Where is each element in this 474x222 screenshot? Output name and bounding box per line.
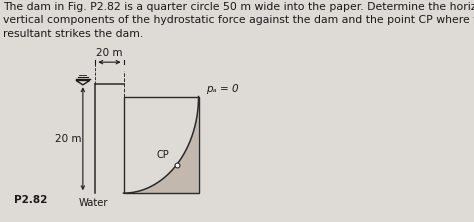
Text: The dam in Fig. P2.82 is a quarter circle 50 m wide into the paper. Determine th: The dam in Fig. P2.82 is a quarter circl… <box>3 2 474 39</box>
Text: 20 m: 20 m <box>55 134 82 144</box>
Polygon shape <box>124 97 199 193</box>
Text: P2.82: P2.82 <box>14 195 47 205</box>
Text: pₐ = 0: pₐ = 0 <box>206 84 239 94</box>
Text: Water: Water <box>79 198 109 208</box>
Text: 20 m: 20 m <box>96 48 123 58</box>
Text: CP: CP <box>156 151 169 161</box>
